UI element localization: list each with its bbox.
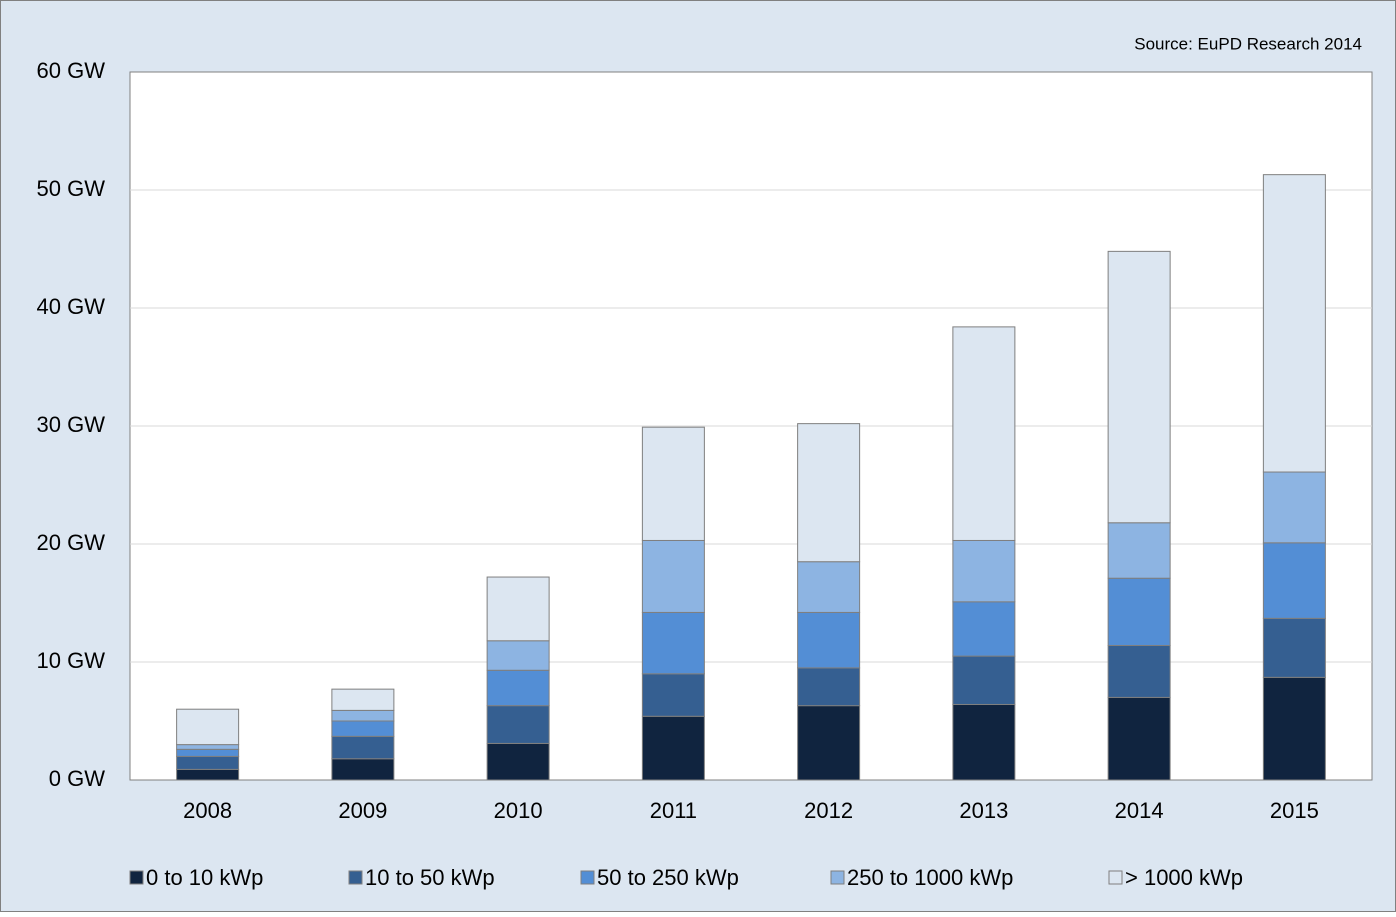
bar-segment <box>331 735 395 760</box>
x-tick-label: 2012 <box>804 798 853 823</box>
bar-segment <box>176 708 240 746</box>
bar-segment <box>486 640 550 671</box>
legend-swatch <box>129 870 144 885</box>
x-tick-label: 2009 <box>338 798 387 823</box>
legend-label: 250 to 1000 kWp <box>847 865 1013 890</box>
legend-label: > 1000 kWp <box>1125 865 1243 890</box>
bar-segment <box>797 611 861 669</box>
bar-segment <box>952 655 1016 705</box>
y-tick-label: 40 GW <box>37 294 106 319</box>
bar-segment <box>1262 617 1326 678</box>
legend-label: 50 to 250 kWp <box>597 865 739 890</box>
bar-segment <box>1107 250 1171 524</box>
bar-segment <box>797 705 861 781</box>
legend-swatch <box>1108 870 1123 885</box>
bar-segment <box>641 426 705 541</box>
y-tick-label: 20 GW <box>37 530 106 555</box>
source-annotation: Source: EuPD Research 2014 <box>1134 34 1362 53</box>
x-tick-label: 2011 <box>650 798 697 823</box>
y-tick-label: 50 GW <box>37 176 106 201</box>
x-tick-label: 2015 <box>1270 798 1319 823</box>
bar-segment <box>331 758 395 781</box>
x-tick-label: 2014 <box>1115 798 1164 823</box>
x-tick-label: 2013 <box>959 798 1008 823</box>
bar-segment <box>1107 577 1171 646</box>
bar-segment <box>641 611 705 675</box>
bar-segment <box>486 669 550 707</box>
legend-swatch <box>348 870 363 885</box>
bar-segment <box>797 667 861 707</box>
bar-segment <box>797 561 861 613</box>
y-tick-label: 0 GW <box>49 766 105 791</box>
x-tick-label: 2008 <box>183 798 232 823</box>
legend-swatch <box>830 870 845 885</box>
legend-label: 0 to 10 kWp <box>146 865 263 890</box>
bar-segment <box>331 720 395 737</box>
bar-segment <box>176 744 240 750</box>
bar-segment <box>641 539 705 613</box>
bar-segment <box>952 539 1016 603</box>
bar-segment <box>1262 542 1326 619</box>
legend-swatch <box>580 870 595 885</box>
y-tick-label: 60 GW <box>37 58 106 83</box>
bar-segment <box>952 601 1016 657</box>
bar-segment <box>176 768 240 781</box>
y-tick-label: 30 GW <box>37 412 106 437</box>
bar-segment <box>1107 644 1171 698</box>
bar-segment <box>1107 522 1171 579</box>
bar-segment <box>641 715 705 781</box>
bar-segment <box>1262 676 1326 781</box>
bar-segment <box>1262 174 1326 473</box>
bar-segment <box>486 742 550 781</box>
bar-segment <box>331 709 395 722</box>
bar-segment <box>952 326 1016 541</box>
bar-segment <box>1107 696 1171 781</box>
y-tick-label: 10 GW <box>37 648 106 673</box>
bar-segment <box>486 576 550 642</box>
bar-segment <box>641 673 705 717</box>
bar-segment <box>797 423 861 563</box>
bar-segment <box>952 703 1016 781</box>
bar-segment <box>486 705 550 744</box>
bar-segment <box>331 688 395 711</box>
bar-segment <box>176 748 240 757</box>
legend-label: 10 to 50 kWp <box>365 865 495 890</box>
bar-segment <box>1262 471 1326 544</box>
bar-segment <box>176 755 240 770</box>
x-tick-label: 2010 <box>494 798 543 823</box>
